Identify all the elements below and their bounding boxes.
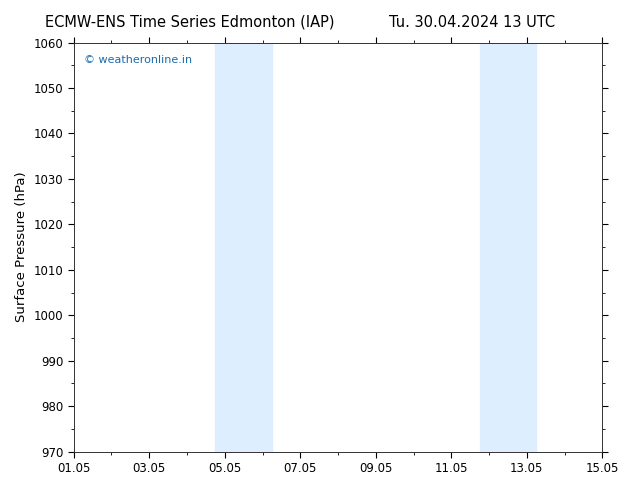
Y-axis label: Surface Pressure (hPa): Surface Pressure (hPa)	[15, 172, 28, 322]
Bar	[216, 43, 272, 452]
Text: © weatheronline.in: © weatheronline.in	[84, 55, 193, 65]
Text: Tu. 30.04.2024 13 UTC: Tu. 30.04.2024 13 UTC	[389, 15, 555, 30]
Text: ECMW-ENS Time Series Edmonton (IAP): ECMW-ENS Time Series Edmonton (IAP)	[46, 15, 335, 30]
Bar	[479, 43, 536, 452]
